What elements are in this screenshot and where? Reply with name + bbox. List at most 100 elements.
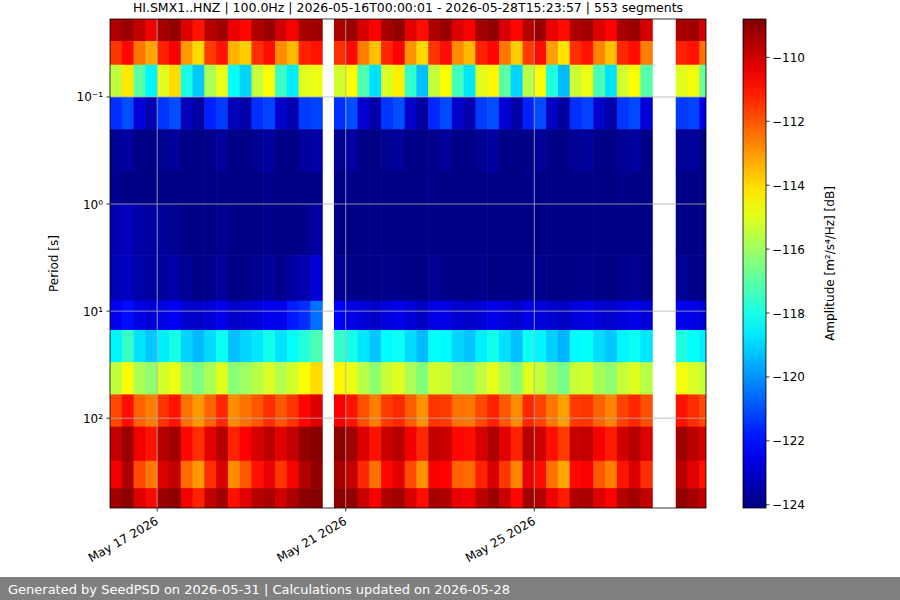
- heatmap-cell: [122, 461, 134, 489]
- heatmap-cell: [487, 97, 499, 130]
- colorbar: [743, 19, 766, 508]
- heatmap-cell: [358, 427, 370, 462]
- grid-line: [110, 418, 706, 419]
- heatmap-cell: [145, 330, 157, 363]
- heatmap-cell: [523, 129, 535, 172]
- colorbar-tick: [766, 440, 770, 441]
- heatmap-cell: [688, 427, 700, 462]
- colorbar-tick: [766, 121, 770, 122]
- heatmap-cell: [640, 301, 652, 331]
- heatmap-cell: [358, 362, 370, 395]
- heatmap-cell: [511, 65, 523, 98]
- heatmap-cell: [593, 129, 605, 172]
- heatmap-cell: [605, 301, 617, 331]
- heatmap-cell: [452, 204, 464, 256]
- heatmap-cell: [381, 427, 393, 462]
- heatmap-cell: [464, 204, 476, 256]
- heatmap-cell: [263, 362, 275, 395]
- heatmap-cell: [193, 172, 205, 205]
- heatmap-cell: [416, 394, 428, 427]
- heatmap-cell: [193, 362, 205, 395]
- heatmap-cell: [228, 41, 240, 65]
- heatmap-cell: [134, 394, 146, 427]
- heatmap-cell: [499, 129, 511, 172]
- heatmap-cell: [475, 65, 487, 98]
- heatmap-cell: [216, 129, 228, 172]
- heatmap-cell: [216, 255, 228, 301]
- heatmap-cell: [523, 394, 535, 427]
- heatmap-cell: [523, 362, 535, 395]
- heatmap-cell: [358, 488, 370, 508]
- heatmap-cell: [204, 362, 216, 395]
- heatmap-cell: [204, 427, 216, 462]
- heatmap-cell: [310, 330, 322, 363]
- heatmap-cell: [464, 427, 476, 462]
- heatmap-cell: [251, 19, 263, 42]
- heatmap-cell: [428, 301, 440, 331]
- heatmap-cell: [393, 488, 405, 508]
- heatmap-cell: [310, 255, 322, 301]
- heatmap-cell: [699, 461, 706, 489]
- x-tick: [345, 508, 346, 512]
- heatmap-cell: [369, 427, 381, 462]
- heatmap-cell: [617, 330, 629, 363]
- heatmap-cell: [145, 255, 157, 301]
- heatmap-cell: [593, 97, 605, 130]
- heatmap-cell: [157, 362, 169, 395]
- grid-line: [110, 204, 706, 205]
- heatmap-cell: [629, 362, 641, 395]
- heatmap-cell: [263, 330, 275, 363]
- heatmap-cell: [134, 172, 146, 205]
- heatmap-cell: [216, 301, 228, 331]
- heatmap-cell: [193, 461, 205, 489]
- heatmap-cell: [122, 255, 134, 301]
- heatmap-cell: [499, 65, 511, 98]
- heatmap-cell: [334, 488, 346, 508]
- heatmap-cell: [310, 394, 322, 427]
- heatmap-cell: [287, 129, 299, 172]
- heatmap-cell: [570, 19, 582, 42]
- heatmap-cell: [110, 488, 122, 508]
- heatmap-cell: [558, 330, 570, 363]
- heatmap-cell: [310, 172, 322, 205]
- heatmap-cell: [122, 362, 134, 395]
- heatmap-cell: [393, 301, 405, 331]
- heatmap-cell: [193, 41, 205, 65]
- heatmap-cell: [287, 41, 299, 65]
- heatmap-cell: [263, 65, 275, 98]
- colorbar-tick-label: −116: [772, 243, 805, 257]
- heatmap-cell: [251, 41, 263, 65]
- heatmap-cell: [452, 362, 464, 395]
- heatmap-cell: [546, 172, 558, 205]
- heatmap-cell: [287, 301, 299, 331]
- heatmap-cell: [381, 172, 393, 205]
- heatmap-cell: [334, 394, 346, 427]
- heatmap-cell: [145, 129, 157, 172]
- heatmap-cell: [369, 97, 381, 130]
- heatmap-cell: [676, 255, 688, 301]
- colorbar-tick-label: −112: [772, 115, 805, 129]
- heatmap-cell: [688, 19, 700, 42]
- heatmap-cell: [169, 255, 181, 301]
- heatmap-cell: [570, 65, 582, 98]
- heatmap-cell: [275, 65, 287, 98]
- heatmap-cell: [452, 19, 464, 42]
- heatmap-cell: [122, 301, 134, 331]
- heatmap-cell: [216, 461, 228, 489]
- heatmap-cell: [287, 255, 299, 301]
- heatmap-cell: [393, 204, 405, 256]
- heatmap-cell: [358, 65, 370, 98]
- heatmap-cell: [487, 362, 499, 395]
- heatmap-cell: [216, 65, 228, 98]
- heatmap-cell: [381, 204, 393, 256]
- heatmap-cell: [369, 461, 381, 489]
- heatmap-cell: [688, 41, 700, 65]
- colorbar-tick: [766, 313, 770, 314]
- heatmap-cell: [405, 488, 417, 508]
- heatmap-cell: [688, 65, 700, 98]
- heatmap-cell: [487, 204, 499, 256]
- heatmap-cell: [534, 488, 546, 508]
- heatmap-cell: [299, 488, 311, 508]
- heatmap-cell: [263, 19, 275, 42]
- heatmap-cell: [699, 301, 706, 331]
